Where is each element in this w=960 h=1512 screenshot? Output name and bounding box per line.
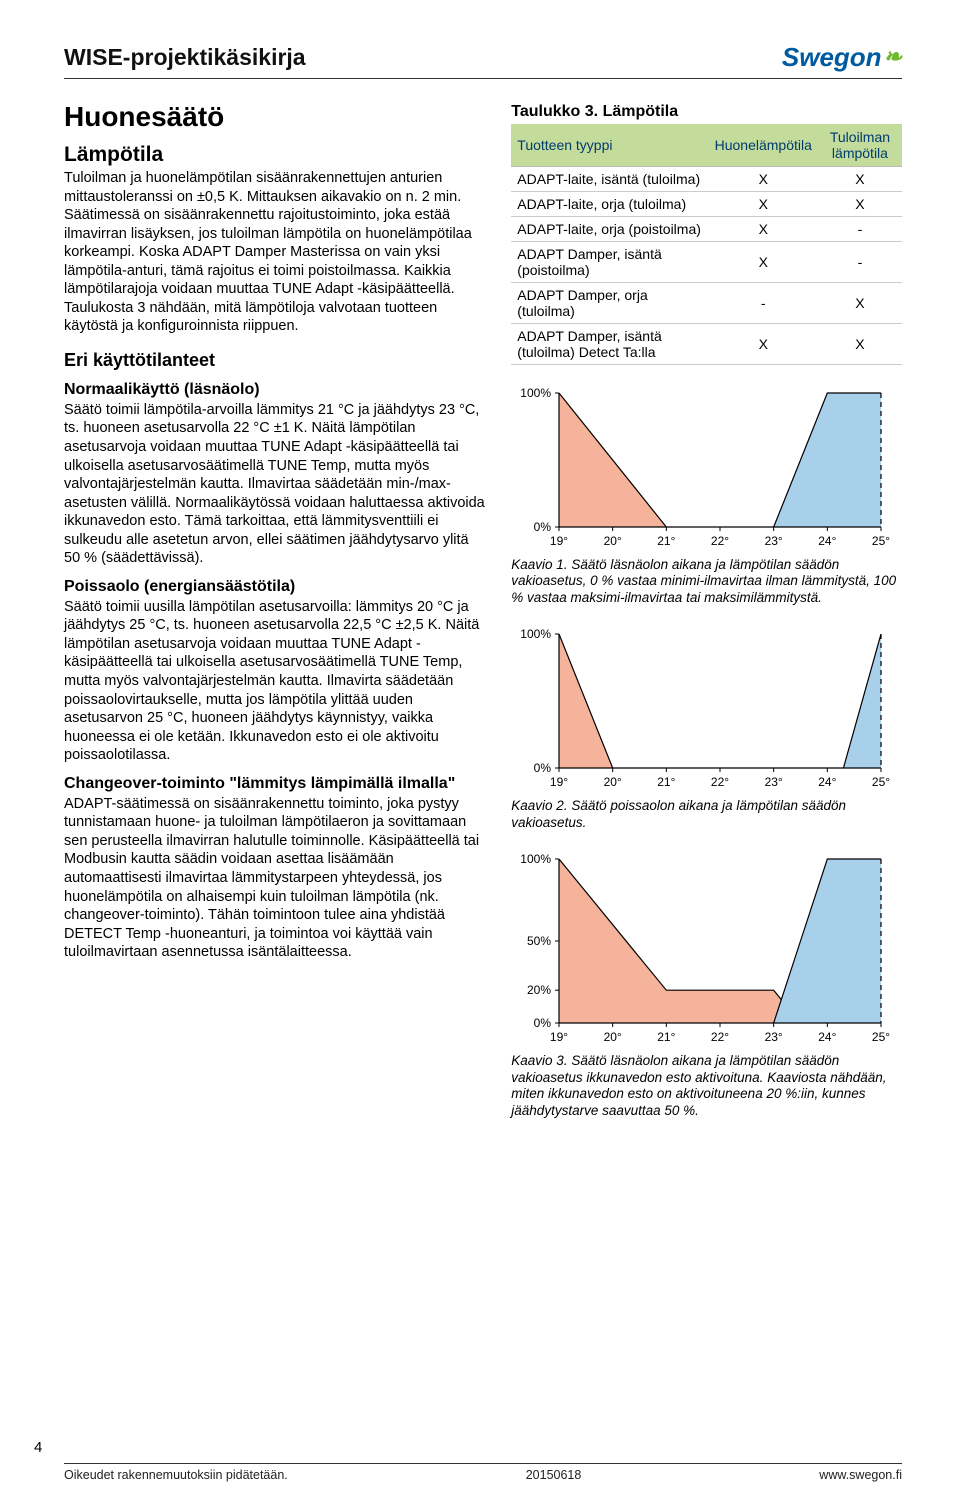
table-cell: -: [818, 217, 902, 242]
svg-text:22°: 22°: [711, 534, 729, 548]
svg-text:0%: 0%: [534, 520, 552, 534]
col-header: Tuloilman lämpötila: [818, 124, 902, 167]
caption-1: Kaavio 1. Säätö läsnäolon aikana ja lämp…: [511, 557, 902, 606]
table-row: ADAPT Damper, isäntä (poistoilma)X-: [511, 242, 902, 283]
col-header: Tuotteen tyyppi: [511, 124, 708, 167]
header-bar: WISE-projektikäsikirja Swegon ❧: [64, 38, 902, 76]
col-header: Huonelämpötila: [709, 124, 818, 167]
table-cell: ADAPT Damper, isäntä (poistoilma): [511, 242, 708, 283]
table-cell: -: [818, 242, 902, 283]
h1-huonesaato: Huonesäätö: [64, 101, 487, 133]
p-poissaolo: Säätö toimii uusilla lämpötilan asetusar…: [64, 598, 487, 765]
svg-text:22°: 22°: [711, 1030, 729, 1044]
p-changeover: ADAPT-säätimessä on sisäänrakennettu toi…: [64, 795, 487, 962]
svg-text:20%: 20%: [527, 984, 551, 998]
p-normaalikaytto: Säätö toimii lämpötila-arvoilla lämmitys…: [64, 401, 487, 568]
svg-text:0%: 0%: [534, 1016, 552, 1030]
svg-text:24°: 24°: [819, 534, 837, 548]
svg-text:0%: 0%: [534, 761, 552, 775]
table-cell: X: [709, 192, 818, 217]
svg-text:23°: 23°: [765, 775, 783, 789]
h4-changeover: Changeover-toiminto "lämmitys lämpimällä…: [64, 775, 487, 793]
footer-right: www.swegon.fi: [819, 1468, 902, 1482]
svg-text:23°: 23°: [765, 1030, 783, 1044]
svg-text:19°: 19°: [550, 1030, 568, 1044]
footer-center: 20150618: [526, 1468, 582, 1482]
temperature-table: Tuotteen tyyppiHuonelämpötilaTuloilman l…: [511, 124, 902, 365]
h4-normaalikaytto: Normaalikäyttö (läsnäolo): [64, 381, 487, 399]
table-cell: X: [709, 217, 818, 242]
leaf-icon: ❧: [884, 44, 902, 70]
table-cell: X: [818, 192, 902, 217]
svg-text:20°: 20°: [604, 1030, 622, 1044]
page-number: 4: [34, 1439, 42, 1456]
h2-lampotila: Lämpötila: [64, 143, 487, 167]
svg-text:20°: 20°: [604, 534, 622, 548]
h3-kayttotilanteet: Eri käyttötilanteet: [64, 350, 487, 371]
svg-text:100%: 100%: [521, 386, 552, 400]
table-row: ADAPT-laite, orja (poistoilma)X-: [511, 217, 902, 242]
svg-text:25°: 25°: [872, 775, 890, 789]
caption-2: Kaavio 2. Säätö poissaolon aikana ja läm…: [511, 798, 902, 831]
right-column: Taulukko 3. Lämpötila Tuotteen tyyppiHuo…: [511, 97, 902, 1119]
h4-poissaolo: Poissaolo (energiansäästötila): [64, 578, 487, 596]
svg-text:23°: 23°: [765, 534, 783, 548]
table-cell: X: [709, 324, 818, 365]
table-cell: ADAPT Damper, isäntä (tuloilma) Detect T…: [511, 324, 708, 365]
caption-3: Kaavio 3. Säätö läsnäolon aikana ja lämp…: [511, 1053, 902, 1119]
document-title: WISE-projektikäsikirja: [64, 44, 306, 71]
table-cell: X: [709, 167, 818, 192]
svg-text:19°: 19°: [550, 775, 568, 789]
left-column: Huonesäätö Lämpötila Tuloilman ja huonel…: [64, 97, 487, 1119]
intro-paragraph: Tuloilman ja huonelämpötilan sisäänraken…: [64, 169, 487, 336]
chart-1: 0% 100% 19° 20° 21° 22° 23° 24° 25° Kaavio 1. Sä…: [511, 383, 902, 606]
svg-text:24°: 24°: [819, 1030, 837, 1044]
svg-text:21°: 21°: [658, 1030, 676, 1044]
table-row: ADAPT-laite, orja (tuloilma)XX: [511, 192, 902, 217]
table-cell: X: [818, 283, 902, 324]
svg-text:22°: 22°: [711, 775, 729, 789]
svg-text:100%: 100%: [521, 627, 552, 641]
table-row: ADAPT-laite, isäntä (tuloilma)XX: [511, 167, 902, 192]
table-row: ADAPT Damper, isäntä (tuloilma) Detect T…: [511, 324, 902, 365]
table-title: Taulukko 3. Lämpötila: [511, 103, 902, 121]
footer: Oikeudet rakennemuutoksiin pidätetään. 2…: [64, 1463, 902, 1482]
table-cell: ADAPT-laite, orja (tuloilma): [511, 192, 708, 217]
chart-2: 0% 100% 19° 20° 21° 22° 23° 24° 25° Kaavio 2. Sä…: [511, 624, 902, 831]
chart-3: 0% 20% 50% 100% 19° 20° 21° 22° 23° 24° 25° Kaavio…: [511, 849, 902, 1119]
svg-text:21°: 21°: [658, 534, 676, 548]
table-cell: X: [818, 324, 902, 365]
footer-left: Oikeudet rakennemuutoksiin pidätetään.: [64, 1468, 288, 1482]
table-cell: ADAPT-laite, isäntä (tuloilma): [511, 167, 708, 192]
svg-text:25°: 25°: [872, 1030, 890, 1044]
table-cell: ADAPT-laite, orja (poistoilma): [511, 217, 708, 242]
table-cell: X: [709, 242, 818, 283]
svg-text:50%: 50%: [527, 934, 551, 948]
header-rule: [64, 78, 902, 79]
table-row: ADAPT Damper, orja (tuloilma)-X: [511, 283, 902, 324]
svg-text:20°: 20°: [604, 775, 622, 789]
table-cell: -: [709, 283, 818, 324]
svg-text:19°: 19°: [550, 534, 568, 548]
svg-text:21°: 21°: [658, 775, 676, 789]
table-cell: ADAPT Damper, orja (tuloilma): [511, 283, 708, 324]
svg-text:25°: 25°: [872, 534, 890, 548]
brand-logo: Swegon ❧: [782, 42, 902, 73]
svg-text:24°: 24°: [819, 775, 837, 789]
brand-text: Swegon: [782, 42, 882, 73]
svg-text:100%: 100%: [521, 852, 552, 866]
table-cell: X: [818, 167, 902, 192]
